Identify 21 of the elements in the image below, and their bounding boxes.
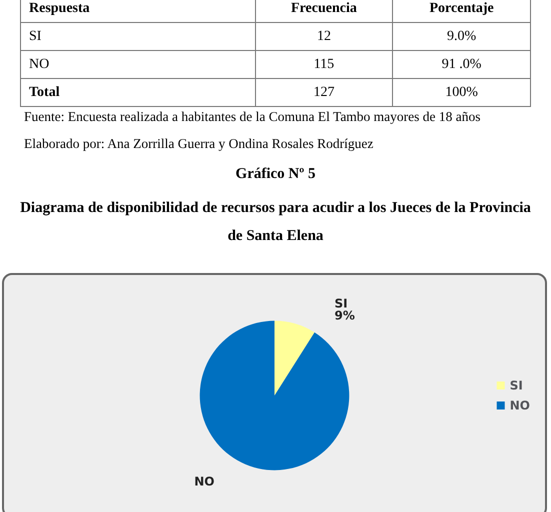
- slice-label: SI: [334, 296, 348, 310]
- text: 115: [255, 50, 393, 78]
- text: 9.0%: [392, 22, 530, 50]
- chart-title: Gráfico Nº 5: [234, 166, 316, 183]
- text: SI: [20, 22, 256, 50]
- text: Porcentaje: [392, 0, 530, 22]
- legend-label: SI: [510, 378, 523, 392]
- text: 91 .0%: [392, 50, 530, 78]
- text: NO: [20, 50, 256, 78]
- text: 12: [255, 22, 393, 50]
- chart-subtitle: Diagrama de disponibilidad de recursos para acudir a los Jueces de la Provincia de Santa Elena: [20, 199, 531, 246]
- slice-label: NO: [194, 474, 214, 489]
- text: Total: [20, 78, 256, 106]
- legend-label: NO: [510, 398, 530, 412]
- data-label: 9%: [334, 308, 355, 322]
- text: 100%: [392, 78, 530, 106]
- text: Elaborado por: Ana Zorrilla Guerra y Ondina Rosales Rodríguez: [24, 135, 374, 153]
- source-note: Fuente: Encuesta realizada a habitantes de la Comuna El Tambo mayores de 18 años: [24, 108, 481, 126]
- text: 127: [255, 78, 393, 106]
- text: Respuesta: [20, 0, 256, 22]
- text: Frecuencia: [255, 0, 393, 22]
